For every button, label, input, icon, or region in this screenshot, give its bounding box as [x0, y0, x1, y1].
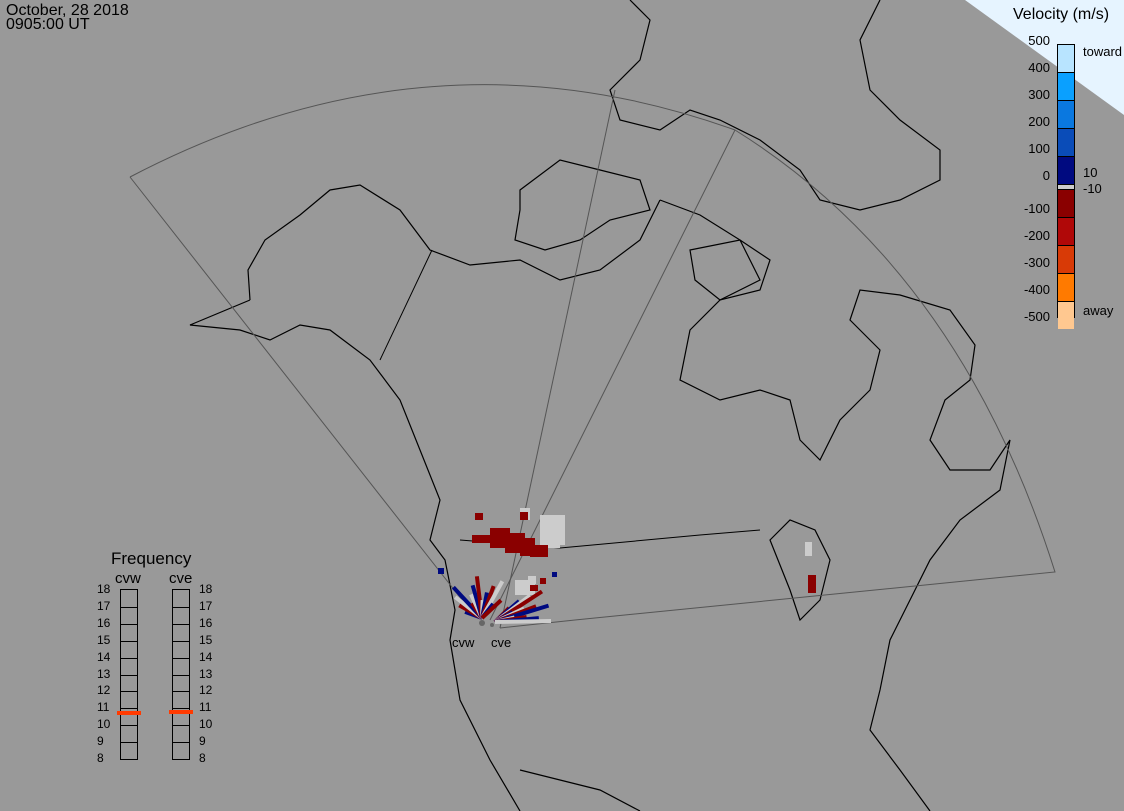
freq-tick-left: 10 — [97, 717, 111, 732]
echo-cell — [552, 572, 557, 577]
freq-tick-right: 10 — [199, 717, 213, 732]
freq-marker-cve — [169, 709, 193, 714]
cvw-site — [479, 620, 485, 626]
freq-scale-cve — [172, 589, 190, 760]
colorbar-segment — [1058, 73, 1074, 101]
colorbar-tick: 0 — [1042, 168, 1050, 183]
neg-threshold-label: -10 — [1083, 181, 1102, 196]
freq-tick-left: 8 — [97, 751, 104, 765]
echo-cell — [438, 568, 444, 574]
freq-tick-left: 14 — [97, 649, 111, 664]
colorbar-tick: 200 — [1028, 114, 1050, 129]
freq-label-cve: cve — [169, 570, 193, 587]
freq-tick-right: 11 — [199, 700, 212, 715]
freq-marker-cvw — [117, 711, 141, 716]
freq-tick-left: 12 — [97, 683, 111, 698]
coastlines — [189, 0, 1011, 811]
freq-tick-right: 13 — [199, 666, 213, 681]
freq-tick-right: 16 — [199, 615, 213, 630]
colorbar-segment — [1058, 101, 1074, 129]
colorbar-tick: -400 — [1023, 282, 1050, 297]
away-label: away — [1083, 303, 1114, 318]
echo-cell — [530, 585, 538, 591]
colorbar-tick: -100 — [1023, 201, 1050, 216]
freq-tick-right: 15 — [199, 632, 213, 647]
pos-threshold-label: 10 — [1083, 165, 1098, 180]
freq-tick-right: 18 — [199, 582, 213, 596]
echo-cell — [528, 576, 536, 584]
echo-cell — [473, 538, 477, 542]
freq-tick-right: 9 — [199, 734, 206, 749]
colorbar-title: Velocity (m/s) — [1013, 6, 1110, 23]
colorbar-tick: -300 — [1023, 255, 1050, 270]
freq-tick-right: 8 — [199, 751, 206, 765]
freq-tick-left: 9 — [97, 734, 104, 749]
echo-ray — [480, 598, 503, 620]
frequency-title: Frequency — [111, 549, 192, 568]
echo-cell — [530, 545, 548, 557]
freq-tick-left: 16 — [97, 615, 111, 630]
echo-cell — [548, 540, 560, 548]
radar-echoes — [438, 508, 816, 624]
echo-cell — [540, 578, 546, 584]
radar-label-cve: cve — [491, 635, 512, 650]
freq-tick-left: 18 — [97, 582, 111, 596]
freq-tick-left: 17 — [97, 598, 111, 613]
echo-cell — [808, 575, 816, 593]
radar-label-cvw: cvw — [452, 635, 475, 650]
freq-tick-left: 13 — [97, 666, 111, 681]
colorbar-tick: 300 — [1028, 87, 1050, 102]
colorbar-segment — [1058, 190, 1074, 218]
freq-tick-right: 17 — [199, 598, 213, 613]
cve-site — [490, 623, 494, 627]
freq-tick-left: 15 — [97, 632, 111, 647]
colorbar-segment — [1058, 302, 1074, 329]
echo-cell — [472, 535, 492, 543]
colorbar-tick: -200 — [1023, 228, 1050, 243]
echo-ray — [494, 619, 552, 624]
colorbar-segment — [1058, 185, 1074, 190]
colorbar-tick: 500 — [1028, 33, 1050, 48]
colorbar-segment — [1058, 45, 1074, 73]
toward-label: toward — [1083, 44, 1123, 59]
echo-cell — [520, 512, 528, 520]
freq-label-cvw: cvw — [115, 570, 141, 587]
colorbar-segment — [1058, 129, 1074, 157]
time-label: 0905:00 UT — [6, 16, 90, 33]
freq-scale-cvw — [120, 589, 138, 760]
colorbar-segment — [1058, 157, 1074, 185]
echo-cell — [475, 513, 483, 520]
fov-outlines — [129, 84, 1056, 629]
colorbar-tick: 100 — [1028, 141, 1050, 156]
freq-tick-right: 12 — [199, 683, 213, 698]
borders — [379, 249, 761, 549]
corner-shade — [965, 0, 1124, 115]
colorbar-tick: 400 — [1028, 60, 1050, 75]
date-label: October, 28 2018 — [6, 2, 129, 19]
colorbar-segment — [1058, 246, 1074, 274]
echo-cell — [805, 542, 812, 556]
colorbar-segment — [1058, 274, 1074, 302]
colorbar-tick: -500 — [1023, 309, 1050, 324]
freq-tick-left: 11 — [97, 700, 110, 715]
colorbar-segment — [1058, 218, 1074, 246]
freq-tick-right: 14 — [199, 649, 213, 664]
